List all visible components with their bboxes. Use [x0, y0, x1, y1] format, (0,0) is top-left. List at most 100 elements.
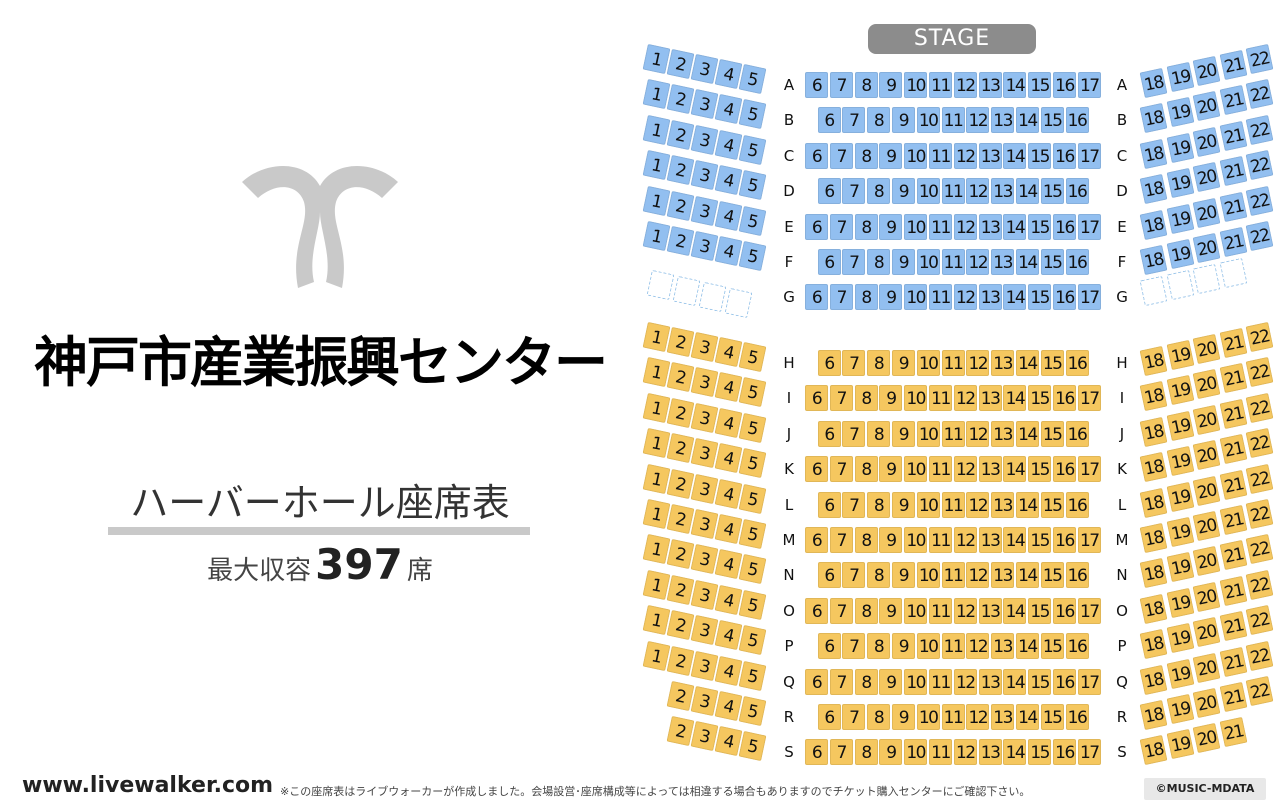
seat-Q-7[interactable]: 7 [829, 668, 853, 695]
seat-C-13[interactable]: 13 [978, 142, 1002, 169]
seat-A-3[interactable]: 3 [690, 53, 719, 85]
seat-H-13[interactable]: 13 [991, 350, 1015, 376]
seat-C-1[interactable]: 1 [642, 114, 671, 145]
seat-M-13[interactable]: 13 [978, 527, 1002, 553]
seat-R-16[interactable]: 16 [1065, 704, 1089, 730]
seat-J-2[interactable]: 2 [666, 397, 695, 428]
seat-I-16[interactable]: 16 [1053, 385, 1076, 412]
seat-K-7[interactable]: 7 [829, 456, 853, 483]
seat-R-7[interactable]: 7 [842, 704, 866, 730]
seat-O-3[interactable]: 3 [690, 579, 719, 610]
seat-L-18[interactable]: 18 [1139, 487, 1168, 518]
seat-I-15[interactable]: 15 [1028, 385, 1052, 412]
seat-R-2[interactable]: 2 [666, 680, 695, 712]
seat-C-17[interactable]: 17 [1077, 142, 1101, 169]
seat-O-10[interactable]: 10 [904, 597, 928, 624]
seat-I-22[interactable]: 22 [1245, 357, 1274, 388]
seat-J-14[interactable]: 14 [1015, 420, 1039, 447]
seat-Q-8[interactable]: 8 [854, 668, 878, 695]
seat-D-20[interactable]: 20 [1192, 162, 1221, 193]
seat-O-18[interactable]: 18 [1139, 593, 1168, 624]
seat-Q-10[interactable]: 10 [904, 668, 928, 695]
seat-K-1[interactable]: 1 [642, 428, 671, 459]
seat-R-20[interactable]: 20 [1192, 687, 1221, 719]
seat-J-1[interactable]: 1 [642, 392, 671, 423]
seat-N-11[interactable]: 11 [941, 562, 965, 589]
seat-K-14[interactable]: 14 [1003, 456, 1027, 483]
seat-A-21[interactable]: 21 [1219, 49, 1247, 81]
seat-P-10[interactable]: 10 [916, 633, 940, 660]
seat-A-4[interactable]: 4 [714, 58, 743, 90]
seat-C-8[interactable]: 8 [854, 142, 878, 169]
seat-E-11[interactable]: 11 [929, 213, 952, 240]
seat-L-16[interactable]: 16 [1065, 491, 1089, 518]
seat-D-11[interactable]: 11 [941, 178, 965, 205]
seat-M-3[interactable]: 3 [690, 508, 719, 540]
seat-A-11[interactable]: 11 [929, 72, 952, 98]
seat-I-17[interactable]: 17 [1077, 385, 1101, 412]
seat-I-10[interactable]: 10 [904, 385, 928, 412]
seat-M-8[interactable]: 8 [854, 527, 878, 553]
seat-F-22[interactable]: 22 [1245, 220, 1274, 252]
seat-I-21[interactable]: 21 [1219, 363, 1247, 394]
seat-D-1[interactable]: 1 [642, 150, 671, 181]
seat-I-20[interactable]: 20 [1192, 369, 1221, 400]
seat-E-16[interactable]: 16 [1053, 213, 1076, 240]
seat-M-5[interactable]: 5 [738, 518, 767, 550]
seat-I-13[interactable]: 13 [978, 385, 1002, 412]
seat-A-7[interactable]: 7 [829, 72, 853, 98]
seat-L-12[interactable]: 12 [966, 491, 990, 518]
seat-C-11[interactable]: 11 [929, 142, 952, 169]
seat-B-15[interactable]: 15 [1040, 107, 1064, 134]
seat-H-8[interactable]: 8 [867, 350, 891, 376]
seat-K-9[interactable]: 9 [879, 456, 903, 483]
seat-M-20[interactable]: 20 [1192, 510, 1221, 542]
seat-H-7[interactable]: 7 [842, 350, 866, 376]
seat-Q-1[interactable]: 1 [642, 640, 671, 671]
seat-S-17[interactable]: 17 [1077, 739, 1101, 766]
seat-L-21[interactable]: 21 [1219, 469, 1247, 500]
seat-N-20[interactable]: 20 [1192, 546, 1221, 577]
seat-J-6[interactable]: 6 [817, 420, 841, 447]
seat-F-2[interactable]: 2 [666, 225, 695, 257]
seat-S-9[interactable]: 9 [879, 739, 903, 766]
seat-B-19[interactable]: 19 [1166, 97, 1194, 128]
seat-G-11[interactable]: 11 [929, 284, 952, 311]
seat-C-18[interactable]: 18 [1139, 138, 1168, 169]
seat-J-7[interactable]: 7 [842, 420, 866, 447]
seat-O-8[interactable]: 8 [854, 597, 878, 624]
seat-E-18[interactable]: 18 [1139, 209, 1168, 240]
seat-L-3[interactable]: 3 [690, 473, 719, 504]
seat-J-13[interactable]: 13 [991, 420, 1015, 447]
seat-D-5[interactable]: 5 [738, 170, 767, 201]
seat-E-12[interactable]: 12 [953, 213, 977, 240]
seat-B-13[interactable]: 13 [991, 107, 1015, 134]
seat-G-12[interactable]: 12 [953, 284, 977, 311]
seat-K-13[interactable]: 13 [978, 456, 1002, 483]
seat-R-13[interactable]: 13 [991, 704, 1015, 730]
seat-J-11[interactable]: 11 [941, 420, 965, 447]
seat-I-14[interactable]: 14 [1003, 385, 1027, 412]
seat-Q-19[interactable]: 19 [1166, 658, 1194, 689]
seat-C-7[interactable]: 7 [829, 142, 853, 169]
seat-J-8[interactable]: 8 [867, 420, 891, 447]
seat-O-7[interactable]: 7 [829, 597, 853, 624]
seat-G-8[interactable]: 8 [854, 284, 878, 311]
seat-L-13[interactable]: 13 [991, 491, 1015, 518]
seat-A-18[interactable]: 18 [1139, 67, 1168, 99]
seat-N-14[interactable]: 14 [1015, 562, 1039, 589]
seat-A-5[interactable]: 5 [738, 63, 767, 95]
seat-K-20[interactable]: 20 [1192, 440, 1221, 471]
seat-M-16[interactable]: 16 [1053, 527, 1076, 553]
seat-O-5[interactable]: 5 [738, 589, 767, 620]
seat-F-5[interactable]: 5 [738, 240, 767, 272]
seat-K-4[interactable]: 4 [714, 443, 743, 474]
seat-G-13[interactable]: 13 [978, 284, 1002, 311]
seat-P-9[interactable]: 9 [891, 633, 915, 660]
seat-C-16[interactable]: 16 [1053, 142, 1076, 169]
seat-R-4[interactable]: 4 [714, 690, 743, 722]
seat-S-7[interactable]: 7 [829, 739, 853, 766]
seat-S-20[interactable]: 20 [1192, 723, 1221, 754]
seat-O-15[interactable]: 15 [1028, 597, 1052, 624]
seat-S-21[interactable]: 21 [1219, 717, 1247, 748]
